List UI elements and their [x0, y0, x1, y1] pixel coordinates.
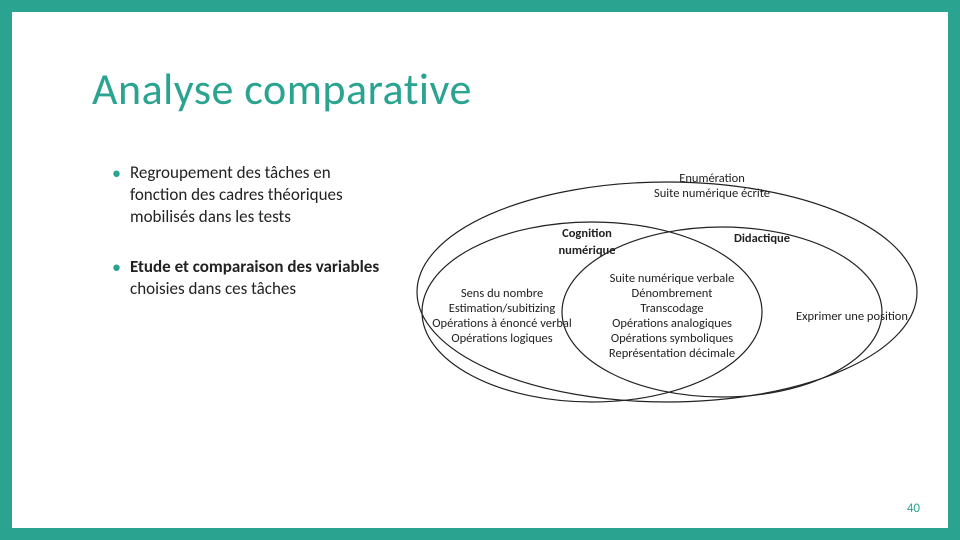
venn-label-mid1: Suite numérique verbale [610, 271, 735, 286]
venn-label-right1: Exprimer une position [796, 309, 908, 324]
bullet-text: choisies dans ces tâches [130, 278, 296, 299]
venn-labels: EnumérationSuite numérique écrite Cogniti… [432, 171, 908, 361]
venn-diagram: EnumérationSuite numérique écrite Cogniti… [412, 142, 922, 462]
venn-label-didactique_title: Didactique [734, 231, 790, 246]
bullet-text: Regroupement des tâches en fonction des … [130, 162, 343, 227]
venn-label-left3: Opérations à énoncé verbal [432, 316, 572, 331]
venn-label-mid3: Transcodage [640, 301, 703, 316]
venn-label-outer_top2: Suite numérique écrite [654, 186, 770, 201]
venn-label-mid2: Dénombrement [632, 286, 713, 301]
venn-label-cognition_title2: numérique [558, 243, 615, 258]
venn-label-mid5: Opérations symboliques [611, 331, 733, 346]
venn-label-mid6: Représentation décimale [609, 346, 735, 361]
venn-label-mid4: Opérations analogiques [612, 316, 732, 331]
venn-label-left2: Estimation/subitizing [449, 301, 556, 316]
venn-label-outer_top1: Enumération [679, 171, 745, 186]
venn-label-cognition_title1: Cognition [562, 226, 612, 241]
venn-label-left1: Sens du nombre [461, 286, 543, 301]
bullet-item: Regroupement des tâches en fonction des … [112, 162, 382, 228]
venn-label-left4: Opérations logiques [451, 331, 552, 346]
slide-frame: Analyse comparative Regroupement des tâc… [0, 0, 960, 540]
venn-svg: EnumérationSuite numérique écrite Cogniti… [412, 142, 922, 462]
bullet-bold: Etude et comparaison des variables [130, 256, 379, 277]
bullet-item: Etude et comparaison des variables chois… [112, 256, 382, 300]
bullet-list: Regroupement des tâches en fonction des … [112, 162, 382, 328]
slide-title: Analyse comparative [92, 62, 472, 116]
page-number: 40 [907, 501, 920, 516]
